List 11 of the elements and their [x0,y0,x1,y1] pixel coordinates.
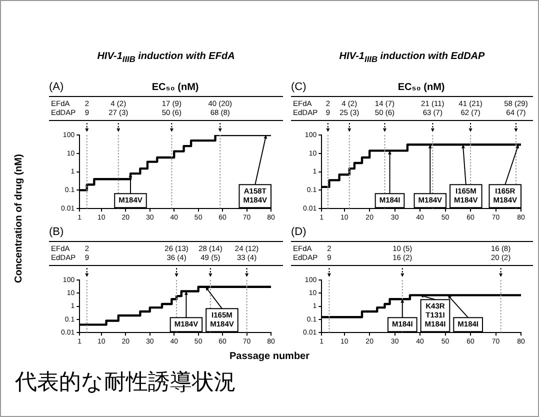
chart-title: (B) [49,226,64,238]
text: EC₅₀ (nM) [152,82,199,93]
chart-subtitle: HIV-1$_{IIIB}$ induction with EFdA [96,51,236,64]
chart-title: (A) [49,81,64,93]
chart-subtitle: HIV-1$_{IIIB}$ induction with EdDAP [338,51,486,64]
text: 代表的な耐性誘導状況 [15,368,236,396]
chart-title: (D) [291,226,306,238]
chart-title: (C) [291,81,306,93]
text: EC₅₀ (nM) [398,82,445,93]
y-axis-title: Concentration of drug (nM) [14,153,24,285]
x-axis-title: Passage number [228,351,311,362]
